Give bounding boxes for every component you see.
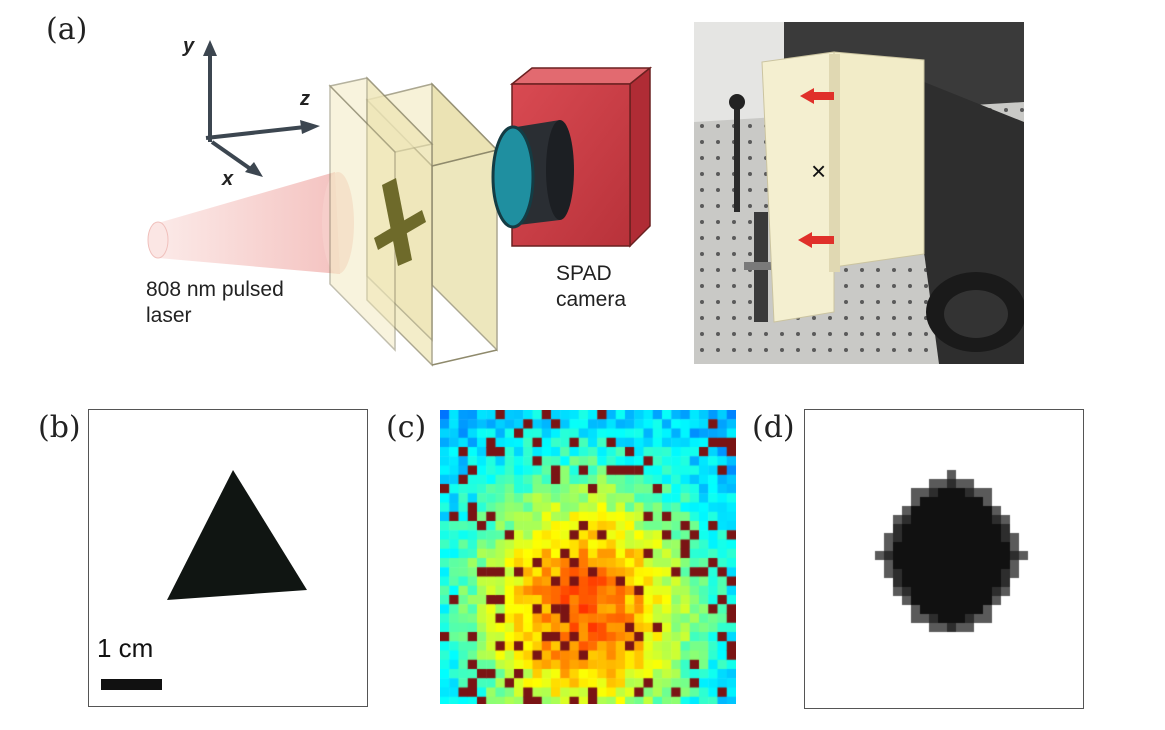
laser-label-line1: 808 nm pulsed [146, 278, 284, 301]
triangle-target [167, 470, 307, 600]
setup-schematic [147, 40, 653, 367]
camera-label-line2: camera [556, 288, 627, 311]
ground-truth-panel: 1 cm [88, 409, 368, 707]
setup-photograph: × [694, 22, 1024, 364]
reconstruction-panel [804, 409, 1084, 709]
scale-bar [101, 679, 162, 690]
panel-c-label: (c) [386, 410, 427, 445]
y-axis-label: y [183, 35, 195, 57]
camera-lens [491, 120, 574, 229]
raw-spad-heatmap [440, 410, 736, 704]
reconstructed-shape [805, 410, 1083, 708]
panel-b-label: (b) [38, 410, 81, 445]
hidden-x-target [374, 178, 426, 266]
laser-beam [147, 172, 354, 274]
scale-bar-label: 1 cm [97, 633, 154, 663]
coordinate-axes [203, 40, 320, 177]
x-axis-label: x [222, 168, 234, 190]
camera-label-line1: SPAD [556, 262, 612, 285]
z-axis-label: z [300, 88, 310, 110]
panel-a-label: (a) [46, 12, 88, 47]
photo-x-marker: × [811, 156, 827, 186]
panel-d-label: (d) [752, 410, 795, 445]
laser-label-line2: laser [146, 304, 192, 327]
